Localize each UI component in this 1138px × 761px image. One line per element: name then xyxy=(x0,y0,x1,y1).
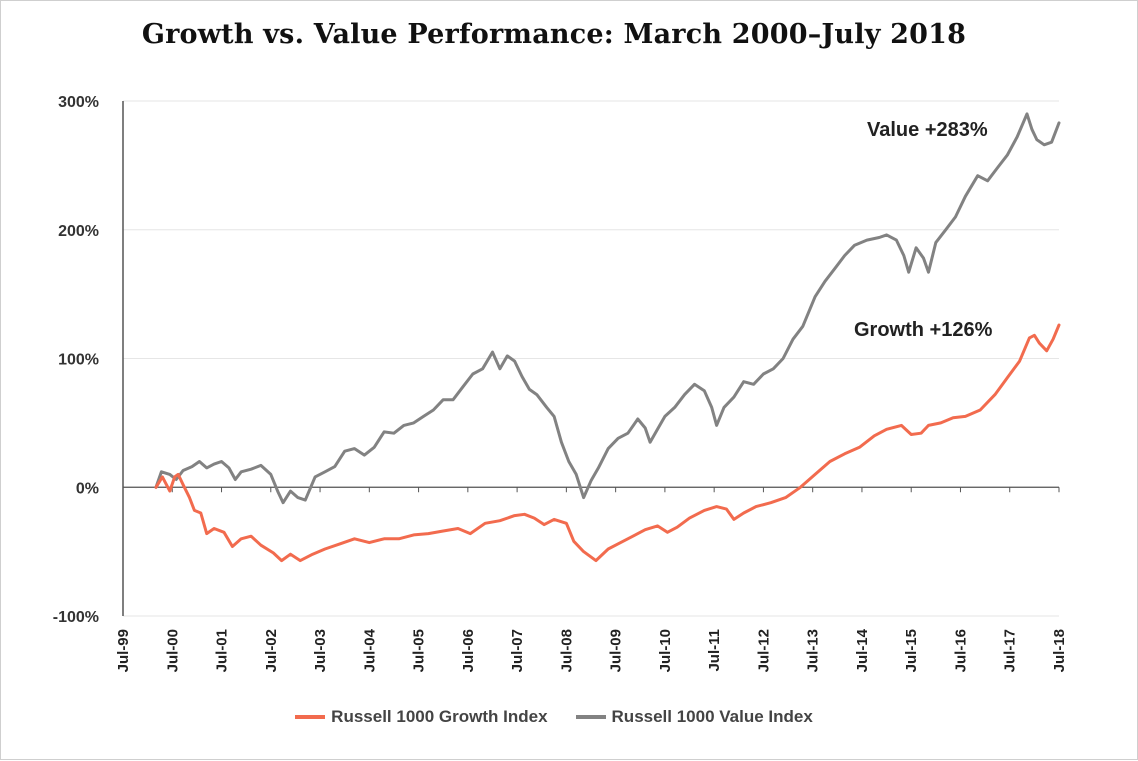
axes xyxy=(122,101,1059,616)
growth-end-label: Growth +126% xyxy=(854,319,993,341)
x-tick-label: Jul-18 xyxy=(1051,629,1068,672)
gridlines xyxy=(123,100,1059,617)
x-tick-label: Jul-04 xyxy=(361,628,378,672)
x-tick-label: Jul-14 xyxy=(854,628,871,672)
value-end-label: Value +283% xyxy=(867,119,988,141)
growth-line xyxy=(154,323,1061,563)
x-tick-label: Jul-17 xyxy=(1002,629,1019,672)
x-tick-label: Jul-05 xyxy=(411,629,428,672)
legend: Russell 1000 Growth Index Russell 1000 V… xyxy=(1,707,1107,727)
value-line xyxy=(154,112,1061,505)
x-tick-label: Jul-16 xyxy=(952,629,969,672)
x-tick-label: Jul-06 xyxy=(460,629,477,672)
x-tick-label: Jul-12 xyxy=(755,629,772,672)
x-tick-label: Jul-08 xyxy=(558,629,575,672)
x-tick-label: Jul-10 xyxy=(657,629,674,672)
x-tick-label: Jul-99 xyxy=(115,629,132,672)
x-tick-label: Jul-02 xyxy=(263,629,280,672)
x-axis-ticks: Jul-99 Jul-00 Jul-01 Jul-02 Jul-03 Jul-04 Jul-… xyxy=(115,487,1068,672)
y-tick-label: 0% xyxy=(76,480,99,497)
x-tick-label: Jul-07 xyxy=(509,629,526,672)
y-tick-label: 100% xyxy=(58,352,99,369)
chart-title: Growth vs. Value Performance: March 2000… xyxy=(141,19,967,50)
x-tick-label: Jul-03 xyxy=(312,629,329,672)
end-annotations: Growth +126% Value +283% xyxy=(854,119,993,341)
legend-label-value: Russell 1000 Value Index xyxy=(611,707,813,726)
legend-swatch-growth xyxy=(295,715,326,719)
legend-label-growth: Russell 1000 Growth Index xyxy=(331,707,548,726)
y-tick-label: 300% xyxy=(58,94,99,111)
series-lines xyxy=(154,112,1061,563)
y-tick-label: -100% xyxy=(53,609,99,626)
legend-item-growth: Russell 1000 Growth Index xyxy=(295,707,548,727)
legend-item-value: Russell 1000 Value Index xyxy=(575,707,813,727)
x-tick-label: Jul-15 xyxy=(903,629,920,672)
x-tick-label: Jul-00 xyxy=(164,629,181,672)
x-tick-label: Jul-11 xyxy=(706,629,723,672)
legend-swatch-value xyxy=(575,715,606,719)
x-tick-label: Jul-13 xyxy=(805,629,822,672)
x-tick-label: Jul-09 xyxy=(608,629,625,672)
x-tick-label: Jul-01 xyxy=(214,629,231,672)
y-tick-label: 200% xyxy=(58,223,99,240)
y-axis-ticks: -100% 0% 100% 200% 300% xyxy=(53,94,99,626)
